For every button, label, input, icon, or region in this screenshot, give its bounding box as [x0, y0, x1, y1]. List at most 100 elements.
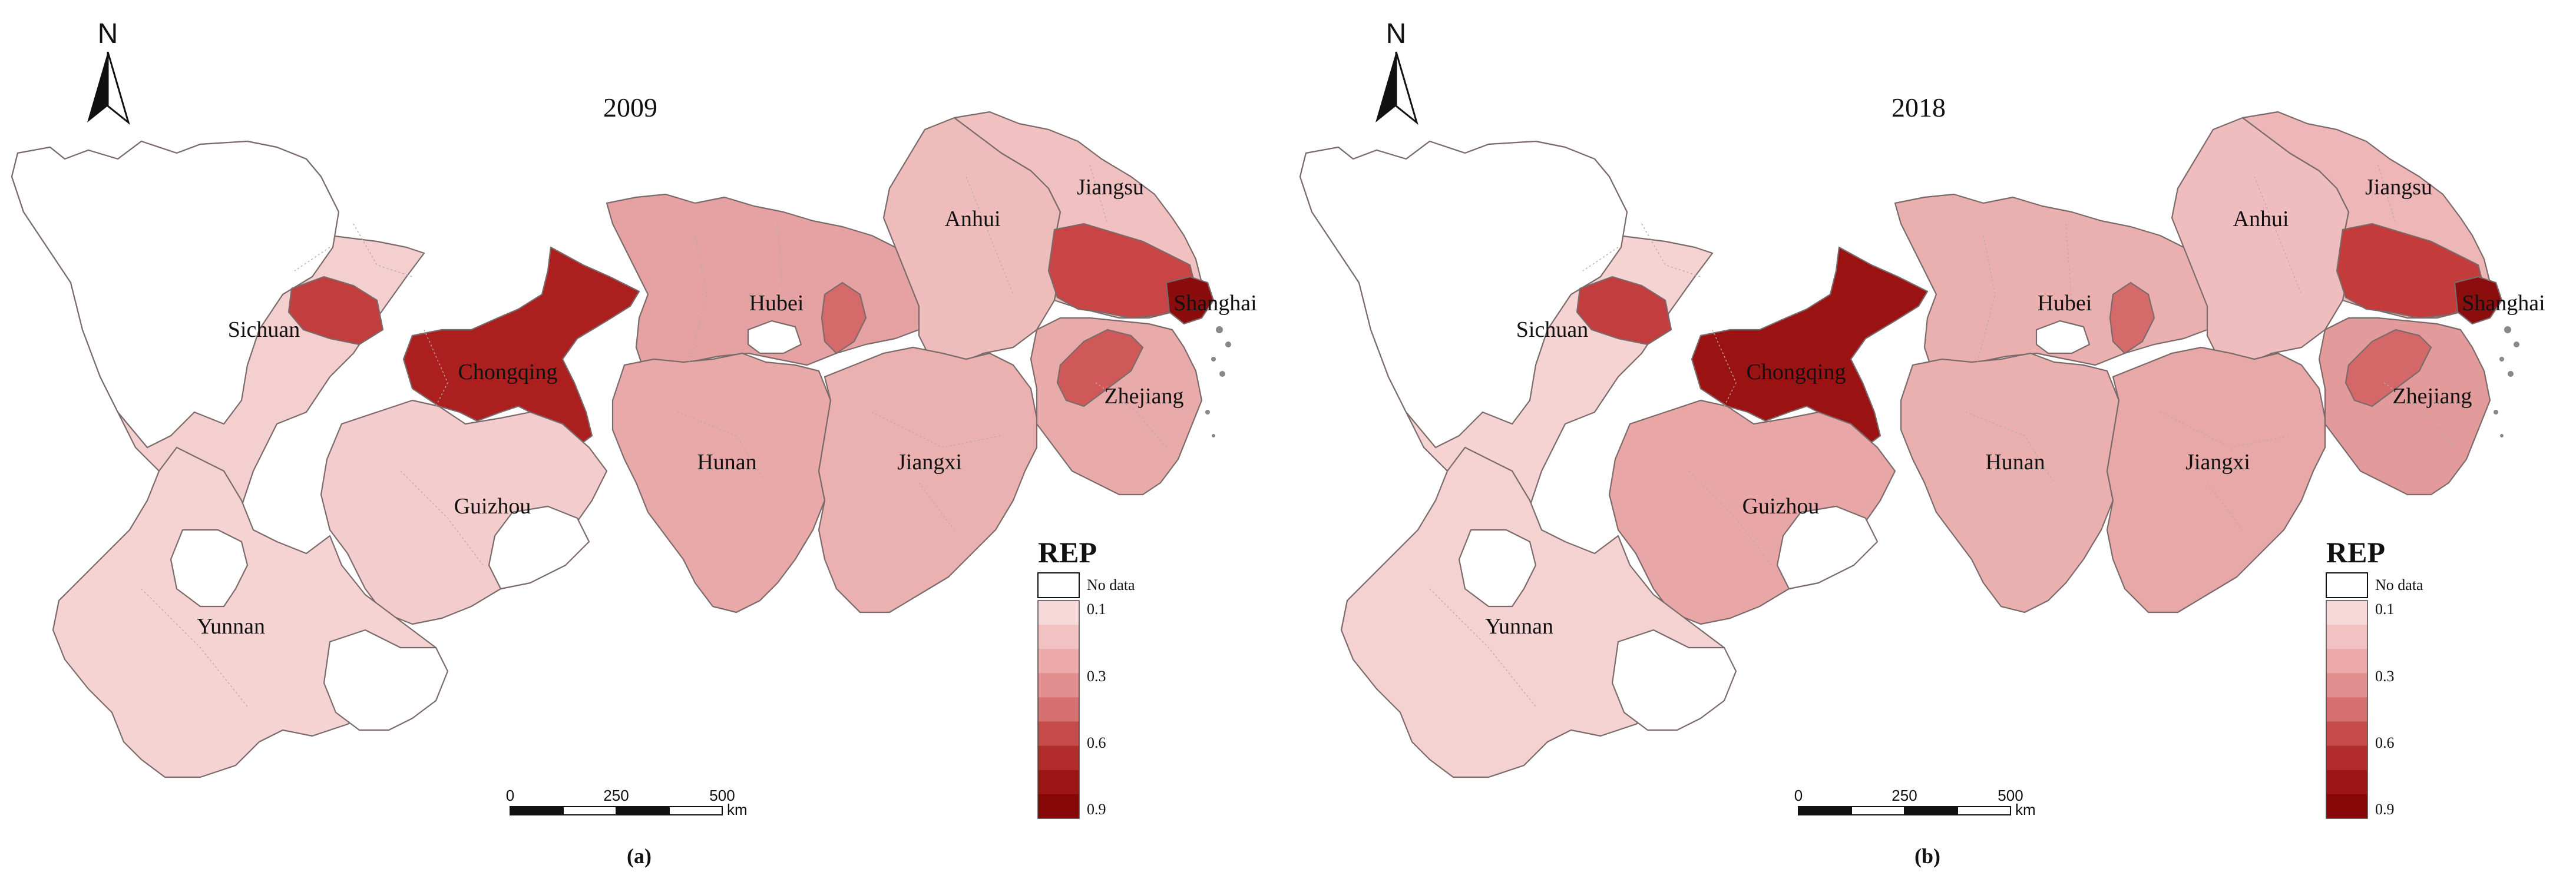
- hubei-nodata-patch: [2035, 320, 2091, 354]
- label-guizhou: Guizhou: [1742, 494, 1820, 519]
- label-chongqing: Chongqing: [458, 360, 558, 384]
- legend-no-data-label: No data: [2375, 576, 2423, 593]
- map-year: 2009: [603, 92, 657, 122]
- label-shanghai: Shanghai: [2462, 291, 2545, 316]
- area-hangzhou: [2344, 329, 2432, 407]
- legend-tick-3: 0.9: [1087, 801, 1106, 818]
- legend-swatch-8: [1038, 794, 1079, 819]
- guizhou-east-nodata: [488, 505, 590, 590]
- legend-swatch-5: [1038, 721, 1079, 747]
- label-jiangxi: Jiangxi: [897, 450, 962, 475]
- province-labels: Sichuan Chongqing Guizhou Yunnan Hubei H…: [197, 175, 1257, 639]
- legend: REP No data 0.1 0.3 0.6 0.9: [1037, 536, 1135, 819]
- scale-bar: 0 250 500 km: [1794, 787, 2036, 818]
- panel-caption: (a): [627, 844, 652, 868]
- legend-swatch-7: [1038, 770, 1079, 795]
- coastal-islands: [1205, 326, 1231, 437]
- north-arrow-left-icon: [87, 52, 108, 122]
- label-sichuan: Sichuan: [1516, 317, 1588, 342]
- map-svg-b: N 2018: [1299, 18, 2545, 868]
- province-jiangxi: [2106, 346, 2326, 614]
- legend-tick-0: 0.1: [1087, 601, 1106, 618]
- legend-no-data-label: No data: [1087, 576, 1135, 593]
- label-chongqing: Chongqing: [1747, 360, 1846, 384]
- north-arrow: N: [1375, 18, 1418, 125]
- label-sichuan: Sichuan: [228, 317, 300, 342]
- legend-swatch-1: [1038, 625, 1079, 649]
- legend-swatch-5: [2326, 721, 2367, 747]
- label-shanghai: Shanghai: [1173, 291, 1256, 316]
- region-sichuan: [1299, 140, 1714, 537]
- scale-tick-0: 0: [506, 787, 514, 804]
- legend-tick-1: 0.3: [2375, 668, 2395, 685]
- legend-no-data-swatch: [2326, 572, 2368, 598]
- legend-swatch-0: [2326, 601, 2367, 625]
- yunnan-nodata-patch-2: [1611, 629, 1737, 731]
- province-labels: Sichuan Chongqing Guizhou Yunnan Hubei H…: [1485, 175, 2545, 639]
- guizhou-east-nodata: [1776, 505, 1879, 590]
- label-anhui: Anhui: [2233, 207, 2289, 231]
- region-sichuan: [11, 140, 425, 537]
- legend-swatch-3: [2326, 673, 2367, 698]
- area-wuhan: [821, 281, 867, 354]
- label-hubei: Hubei: [2038, 291, 2092, 316]
- label-jiangsu: Jiangsu: [1077, 175, 1144, 200]
- label-anhui: Anhui: [945, 207, 1001, 231]
- legend-swatch-6: [1038, 745, 1079, 771]
- legend-color-ramp: [1037, 600, 1080, 819]
- province-chongqing: [402, 246, 640, 446]
- province-chongqing: [1691, 246, 1929, 446]
- north-label: N: [98, 18, 118, 49]
- scale-unit: km: [2015, 801, 2036, 818]
- map-year: 2018: [1892, 92, 1946, 122]
- legend-no-data-swatch: [1037, 572, 1080, 598]
- scale-unit: km: [727, 801, 748, 818]
- legend-title: REP: [1038, 536, 1097, 569]
- legend-color-ramp: [2326, 600, 2368, 819]
- label-zhejiang: Zhejiang: [2392, 384, 2472, 409]
- legend-swatch-1: [2326, 625, 2367, 649]
- scale-tick-2: 500: [709, 787, 735, 804]
- legend-tick-0: 0.1: [2375, 601, 2395, 618]
- scale-tick-1: 250: [603, 787, 629, 804]
- legend-ramp-border: [2326, 600, 2368, 819]
- map-svg-a: N 2009: [11, 18, 1257, 868]
- label-hubei: Hubei: [749, 291, 804, 316]
- label-zhejiang: Zhejiang: [1104, 384, 1183, 409]
- north-arrow-right-icon: [107, 51, 130, 125]
- legend-tick-2: 0.6: [1087, 734, 1106, 751]
- label-yunnan: Yunnan: [1485, 614, 1553, 639]
- yunnan-nodata-patch-1: [170, 529, 249, 608]
- legend-swatch-7: [2326, 770, 2367, 795]
- label-jiangxi: Jiangxi: [2185, 450, 2250, 475]
- legend-title: REP: [2326, 536, 2385, 569]
- map-panel-a: N 2009: [11, 18, 1257, 868]
- area-chengdu: [287, 276, 384, 346]
- legend: REP No data 0.1 0.3 0.6 0.9: [2326, 536, 2423, 819]
- legend-swatch-2: [2326, 649, 2367, 674]
- legend-tick-2: 0.6: [2375, 734, 2395, 751]
- coastal-islands: [2494, 326, 2519, 437]
- scale-tick-0: 0: [1794, 787, 1803, 804]
- map-panel-b: N 2018: [1288, 0, 2576, 892]
- legend-swatch-4: [1038, 697, 1079, 722]
- legend-swatch-8: [2326, 794, 2367, 819]
- area-hangzhou: [1056, 329, 1144, 407]
- label-hunan: Hunan: [1985, 450, 2045, 475]
- province-hunan: [611, 352, 832, 614]
- legend-tick-3: 0.9: [2375, 801, 2395, 818]
- label-yunnan: Yunnan: [197, 614, 265, 639]
- city-boundaries: [1429, 164, 2455, 707]
- legend-swatch-0: [1038, 601, 1079, 625]
- label-jiangsu: Jiangsu: [2365, 175, 2432, 200]
- province-jiangxi: [818, 346, 1038, 614]
- scale-tick-2: 500: [1998, 787, 2023, 804]
- north-arrow-right-icon: [1395, 51, 1418, 125]
- city-boundaries: [141, 164, 1167, 707]
- legend-ramp-border: [1037, 600, 1080, 819]
- province-shanghai: [2453, 276, 2503, 325]
- province-hunan: [1900, 352, 2120, 614]
- legend-swatch-6: [2326, 745, 2367, 771]
- province-shanghai: [1165, 276, 1215, 325]
